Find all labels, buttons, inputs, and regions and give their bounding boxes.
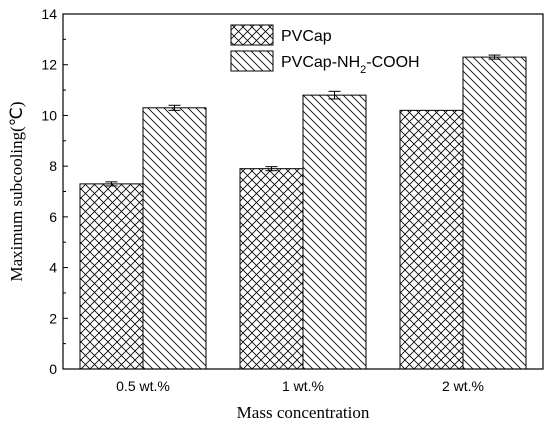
legend: PVCap PVCap-NH2-COOH [230, 24, 420, 76]
error-bar-pvcap-nh2-cooh-1-wt [328, 90, 341, 100]
legend-label-pvcap-nh2-cooh: PVCap-NH2-COOH [281, 54, 420, 76]
error-bars-group [105, 54, 501, 187]
y-tick-label: 12 [41, 57, 57, 73]
bar-pvcap-2-wt [399, 109, 464, 370]
x-tick-label: 0.5 wt.% [116, 378, 170, 394]
error-bar-pvcap-1-wt [265, 166, 278, 172]
bar-pvcap-0-5-wt [79, 183, 144, 370]
bar-pvcap-nh2-cooh-0-5-wt [142, 107, 207, 370]
y-tick-label: 6 [49, 209, 57, 225]
x-axis-title: Mass concentration [237, 403, 370, 422]
error-bar-pvcap-nh2-cooh-2-wt [488, 54, 501, 60]
y-axis: 0 2 4 6 8 10 12 14 [41, 6, 68, 377]
y-tick-label: 4 [49, 260, 57, 276]
bar-pvcap-nh2-cooh-2-wt [462, 56, 527, 370]
x-axis: 0.5 wt.% 1 wt.% 2 wt.% [116, 364, 484, 394]
y-tick-label: 10 [41, 107, 57, 123]
y-tick-label: 14 [41, 6, 57, 22]
y-tick-label: 8 [49, 158, 57, 174]
legend-swatch-pvcap [230, 24, 274, 46]
x-tick-label: 2 wt.% [442, 378, 484, 394]
bar-pvcap-nh2-cooh-1-wt [302, 94, 367, 370]
y-axis-title: Maximum subcooling(℃) [7, 101, 26, 281]
bar-pvcap-1-wt [239, 168, 304, 370]
y-tick-label: 2 [49, 310, 57, 326]
bars-group [79, 56, 527, 370]
error-bar-pvcap-nh2-cooh-0-5-wt [168, 104, 181, 111]
legend-swatch-pvcap-nh2-cooh [230, 50, 274, 72]
y-tick-label: 0 [49, 361, 57, 377]
error-bar-pvcap-0-5-wt [105, 181, 118, 187]
x-tick-label: 1 wt.% [282, 378, 324, 394]
legend-label-pvcap: PVCap [281, 28, 332, 45]
